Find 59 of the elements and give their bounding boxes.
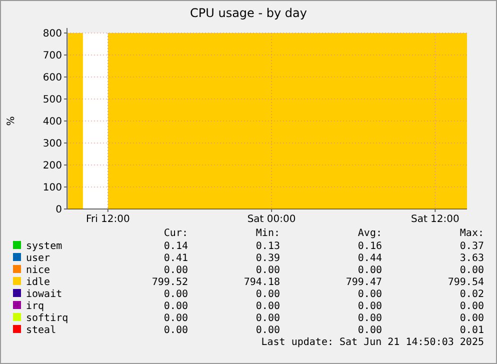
- text: 0.00: [460, 265, 484, 276]
- x-tick-label: Sat 00:00: [247, 214, 296, 225]
- text: 0.00: [358, 325, 382, 336]
- text: Last update: Sat Jun 21 14:50:03 2025: [261, 337, 484, 348]
- y-tick-label: 300: [42, 138, 62, 150]
- text: Max:: [460, 228, 484, 239]
- text: Min:: [256, 228, 280, 239]
- legend-label: softirq: [26, 313, 68, 324]
- text: 0.00: [256, 265, 280, 276]
- text: 0.00: [256, 325, 280, 336]
- legend-label: nice: [26, 265, 50, 276]
- y-tick-label: 700: [42, 50, 62, 62]
- text: 0.00: [358, 265, 382, 276]
- text: 0.14: [164, 241, 188, 252]
- text: 0.00: [460, 301, 484, 312]
- text: 794.18: [244, 277, 280, 288]
- legend-label: user: [26, 253, 50, 264]
- x-tick-label: Fri 12:00: [86, 214, 130, 225]
- text: 0.00: [164, 289, 188, 300]
- y-tick-label: 500: [42, 94, 62, 106]
- text: 799.52: [152, 277, 188, 288]
- text: 0.16: [358, 241, 382, 252]
- text: 0.01: [460, 325, 484, 336]
- legend-label: system: [26, 241, 62, 252]
- text: 0.00: [256, 313, 280, 324]
- x-tick-label: Sat 12:00: [410, 214, 460, 225]
- text: 0.13: [256, 241, 280, 252]
- legend-label: steal: [26, 325, 56, 336]
- text: 0.00: [460, 313, 484, 324]
- text: 0.00: [256, 289, 280, 300]
- y-tick-label: 100: [42, 182, 62, 194]
- text: 0.00: [358, 301, 382, 312]
- text: 0.00: [256, 301, 280, 312]
- chart-title: CPU usage - by day: [190, 6, 307, 20]
- y-tick-label: 0: [56, 204, 62, 216]
- text: 0.00: [164, 265, 188, 276]
- y-tick-label: 400: [42, 116, 62, 128]
- text: 0.37: [460, 241, 484, 252]
- text: Cur:: [164, 228, 188, 239]
- y-tick-label: 800: [42, 28, 62, 40]
- text: 0.41: [164, 253, 188, 264]
- y-tick-label: 600: [42, 72, 62, 84]
- text: 0.00: [164, 301, 188, 312]
- y-axis-title: %: [6, 116, 17, 126]
- text: 0.02: [460, 289, 484, 300]
- legend-label: iowait: [26, 289, 62, 300]
- text: 0.44: [358, 253, 382, 264]
- text: 799.47: [346, 277, 382, 288]
- text: Avg:: [358, 228, 382, 239]
- text: 3.63: [460, 253, 484, 264]
- text: 0.00: [164, 325, 188, 336]
- legend-label: idle: [26, 277, 50, 288]
- legend-label: irq: [26, 301, 44, 312]
- text: 799.54: [448, 277, 484, 288]
- text: 0.00: [358, 313, 382, 324]
- text: 0.39: [256, 253, 280, 264]
- y-tick-label: 200: [42, 160, 62, 172]
- text: 0.00: [358, 289, 382, 300]
- text: 0.00: [164, 313, 188, 324]
